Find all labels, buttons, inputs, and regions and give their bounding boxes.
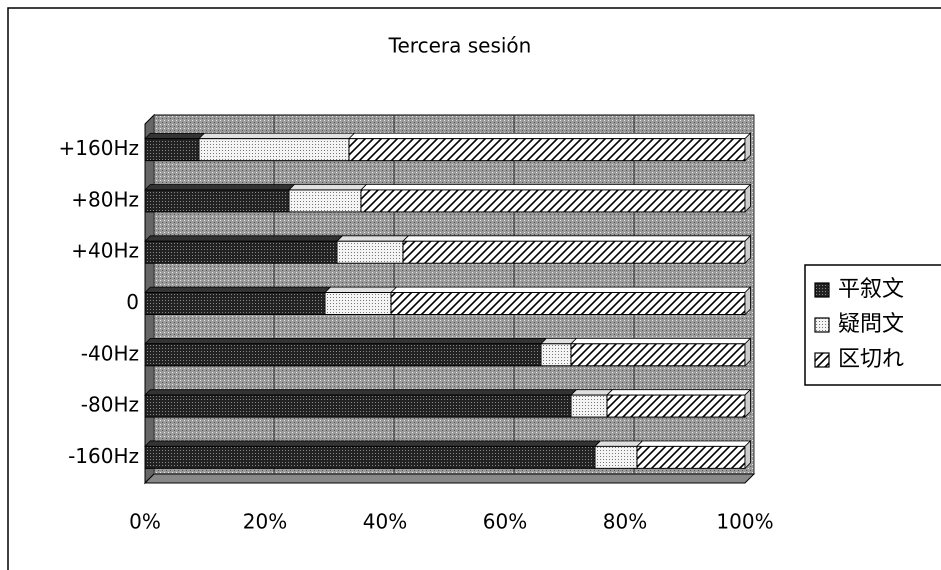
y-tick-label: -80Hz bbox=[81, 393, 139, 417]
bar-top bbox=[594, 440, 644, 447]
legend-swatch bbox=[814, 317, 830, 333]
bar-top bbox=[336, 235, 410, 242]
bar-top bbox=[540, 337, 578, 345]
bar-top bbox=[348, 132, 752, 140]
bar-end bbox=[744, 388, 751, 419]
bar bbox=[360, 189, 746, 213]
bar-top bbox=[198, 132, 356, 140]
bar-end bbox=[744, 439, 751, 470]
plot-floor bbox=[143, 473, 756, 484]
bar bbox=[636, 445, 746, 469]
bar bbox=[288, 189, 362, 213]
bar-top bbox=[144, 337, 548, 345]
x-tick-label: 20% bbox=[243, 510, 287, 534]
bar bbox=[144, 240, 338, 264]
bar-top bbox=[144, 184, 296, 191]
bar-top bbox=[324, 286, 398, 293]
bar-end bbox=[744, 132, 751, 162]
bar bbox=[540, 343, 572, 367]
x-tick-label: 80% bbox=[603, 510, 647, 534]
bar-top bbox=[144, 389, 578, 396]
chart-title: Tercera sesión bbox=[388, 34, 532, 58]
bar bbox=[402, 240, 746, 264]
bar bbox=[144, 445, 596, 469]
bar bbox=[144, 292, 326, 315]
x-tick-label: 40% bbox=[363, 510, 407, 534]
legend-swatch bbox=[814, 352, 830, 368]
bar bbox=[570, 394, 608, 418]
bar-end bbox=[744, 234, 751, 265]
bar-top bbox=[606, 389, 752, 396]
bar bbox=[144, 394, 572, 418]
bar bbox=[336, 240, 404, 264]
bar bbox=[144, 138, 200, 162]
bar bbox=[144, 189, 290, 213]
x-tick-label: 0% bbox=[129, 510, 161, 534]
y-tick-label: -160Hz bbox=[68, 444, 139, 468]
y-tick-label: -40Hz bbox=[81, 341, 139, 365]
bar bbox=[348, 138, 746, 162]
bar-top bbox=[636, 440, 752, 447]
bar bbox=[324, 292, 392, 315]
frame bbox=[7, 7, 941, 570]
bar bbox=[198, 138, 350, 162]
bar-top bbox=[288, 184, 368, 191]
bar bbox=[594, 445, 638, 469]
x-tick-label: 60% bbox=[483, 510, 527, 534]
bar-end bbox=[744, 183, 751, 213]
bar-top bbox=[570, 389, 614, 396]
bar-top bbox=[360, 184, 752, 191]
bar bbox=[606, 394, 746, 418]
legend-label: 区切れ bbox=[838, 347, 904, 372]
bar-top bbox=[144, 286, 332, 293]
y-tick-label: +160Hz bbox=[59, 136, 139, 160]
y-tick-label: +80Hz bbox=[71, 187, 139, 211]
bar-top bbox=[144, 132, 206, 140]
y-tick-label: +40Hz bbox=[71, 239, 139, 263]
legend-swatch bbox=[814, 282, 830, 298]
bar-end bbox=[744, 286, 751, 316]
bar-end bbox=[744, 337, 751, 367]
y-tick-label: 0 bbox=[126, 290, 139, 314]
x-tick-label: 100% bbox=[716, 510, 773, 534]
bar-top bbox=[402, 235, 752, 242]
legend-label: 平叙文 bbox=[838, 277, 904, 302]
bar-top bbox=[570, 337, 752, 345]
bar bbox=[144, 343, 542, 367]
bar-top bbox=[144, 235, 344, 242]
bar bbox=[390, 292, 746, 315]
legend-label: 疑問文 bbox=[838, 312, 904, 337]
bar-top bbox=[390, 286, 752, 293]
bar-top bbox=[144, 440, 602, 447]
bar bbox=[570, 343, 746, 367]
